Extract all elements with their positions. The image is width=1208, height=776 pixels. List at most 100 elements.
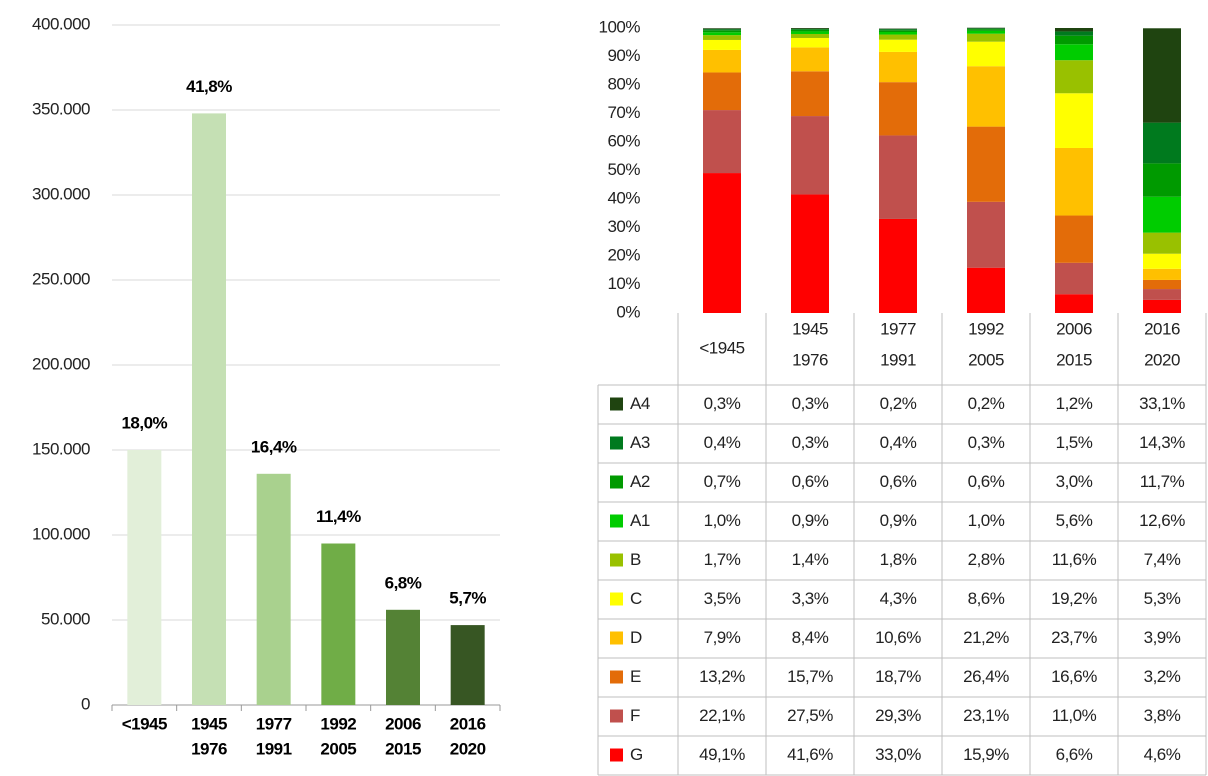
- legend-label: F: [630, 706, 640, 725]
- bar-segment: [791, 194, 829, 313]
- table-cell: 4,3%: [880, 589, 917, 608]
- bar-segment: [791, 47, 829, 72]
- x-tick-label: 1992: [320, 714, 356, 733]
- x-tick-label: 2005: [320, 739, 356, 758]
- legend-label: E: [630, 667, 641, 686]
- table-cell: 12,6%: [1139, 511, 1185, 530]
- table-cell: 1,0%: [704, 511, 741, 530]
- table-cell: 3,0%: [1056, 472, 1093, 491]
- y-tick-label: 150.000: [32, 439, 90, 458]
- bar-segment: [1055, 215, 1093, 263]
- bar-segment: [1055, 147, 1093, 216]
- bar-segment: [879, 34, 917, 40]
- y-tick-label: 200.000: [32, 354, 90, 373]
- legend-swatch: [610, 748, 623, 762]
- table-cell: 19,2%: [1051, 589, 1097, 608]
- table-cell: 11,6%: [1052, 550, 1097, 569]
- y-tick-label: 50.000: [41, 609, 90, 628]
- table-cell: 0,3%: [968, 433, 1005, 452]
- y-tick-label: 350.000: [32, 99, 90, 118]
- legend-swatch: [610, 631, 623, 645]
- table-cell: 0,2%: [880, 394, 917, 413]
- legend-swatch: [610, 475, 623, 489]
- table-cell: 0,6%: [792, 472, 829, 491]
- bar-segment: [791, 37, 829, 48]
- table-cell: 11,0%: [1052, 706, 1097, 725]
- y-tick-label: 10%: [607, 274, 640, 293]
- bar-segment: [1143, 122, 1181, 164]
- data-label: 18,0%: [121, 413, 167, 432]
- table-cell: 1,7%: [704, 550, 741, 569]
- legend-swatch: [610, 514, 623, 528]
- table-cell: 3,8%: [1144, 706, 1181, 725]
- x-tick-label: 1977: [880, 319, 916, 338]
- table-cell: 1,4%: [792, 550, 829, 569]
- table-cell: 33,1%: [1139, 394, 1185, 413]
- bar-segment: [703, 39, 741, 50]
- table-cell: 22,1%: [699, 706, 745, 725]
- bar-segment: [879, 51, 917, 83]
- x-tick-label: 1976: [792, 350, 828, 369]
- table-cell: 3,5%: [704, 589, 741, 608]
- bar-segment: [1055, 31, 1093, 36]
- table-cell: 3,2%: [1144, 667, 1181, 686]
- x-tick-label: 2006: [1056, 319, 1092, 338]
- table-cell: 1,8%: [880, 550, 917, 569]
- table-cell: 6,6%: [1056, 745, 1093, 764]
- x-tick-label: 1991: [256, 739, 292, 758]
- table-cell: 3,9%: [1144, 628, 1181, 647]
- bar: [450, 625, 485, 705]
- table-cell: 5,6%: [1056, 511, 1093, 530]
- y-tick-label: 250.000: [32, 269, 90, 288]
- x-tick-label: 2016: [450, 714, 486, 733]
- table-cell: 15,9%: [963, 745, 1009, 764]
- bar-segment: [1143, 253, 1181, 269]
- bar-segment: [703, 49, 741, 73]
- bar-segment: [879, 28, 917, 30]
- bar-segment: [967, 41, 1005, 67]
- bar-segment: [879, 218, 917, 313]
- x-tick-label: 2016: [1144, 319, 1180, 338]
- legend-label: A4: [630, 394, 650, 413]
- y-tick-label: 100%: [599, 17, 641, 36]
- bar-segment: [703, 28, 741, 30]
- x-tick-label: <1945: [122, 714, 167, 733]
- legend-swatch: [610, 436, 623, 450]
- x-tick-label: 1977: [256, 714, 292, 733]
- table-cell: 18,7%: [875, 667, 921, 686]
- table-cell: 2,8%: [968, 550, 1005, 569]
- bar-segment: [791, 33, 829, 38]
- bar-segment: [879, 30, 917, 32]
- legend-label: A3: [630, 433, 650, 452]
- table-cell: 0,6%: [880, 472, 917, 491]
- bar-segment: [791, 28, 829, 29]
- y-tick-label: 90%: [607, 46, 640, 65]
- bar: [256, 473, 291, 705]
- table-cell: 23,7%: [1051, 628, 1097, 647]
- table-cell: 10,6%: [875, 628, 921, 647]
- table-cell: 16,6%: [1051, 667, 1097, 686]
- bar-segment: [967, 66, 1005, 127]
- y-tick-label: 400.000: [32, 14, 90, 33]
- bar-segment: [703, 72, 741, 111]
- bar-segment: [1055, 262, 1093, 295]
- y-tick-label: 300.000: [32, 184, 90, 203]
- bar-segment: [1143, 163, 1181, 197]
- table-cell: 0,6%: [968, 472, 1005, 491]
- data-label: 16,4%: [251, 437, 297, 456]
- x-tick-label: 2015: [385, 739, 421, 758]
- table-cell: 0,7%: [704, 472, 741, 491]
- bar-segment: [703, 110, 741, 174]
- bar-segment: [703, 35, 741, 40]
- y-tick-label: 100.000: [32, 524, 90, 543]
- x-tick-label: 1992: [968, 319, 1004, 338]
- table-cell: 1,5%: [1056, 433, 1093, 452]
- table-cell: 1,2%: [1056, 394, 1093, 413]
- x-tick-label: 1945: [792, 319, 828, 338]
- bar-segment: [703, 29, 741, 31]
- bar-segment: [967, 267, 1005, 313]
- table-cell: 0,3%: [704, 394, 741, 413]
- legend-label: C: [630, 589, 642, 608]
- bar-segment: [879, 82, 917, 136]
